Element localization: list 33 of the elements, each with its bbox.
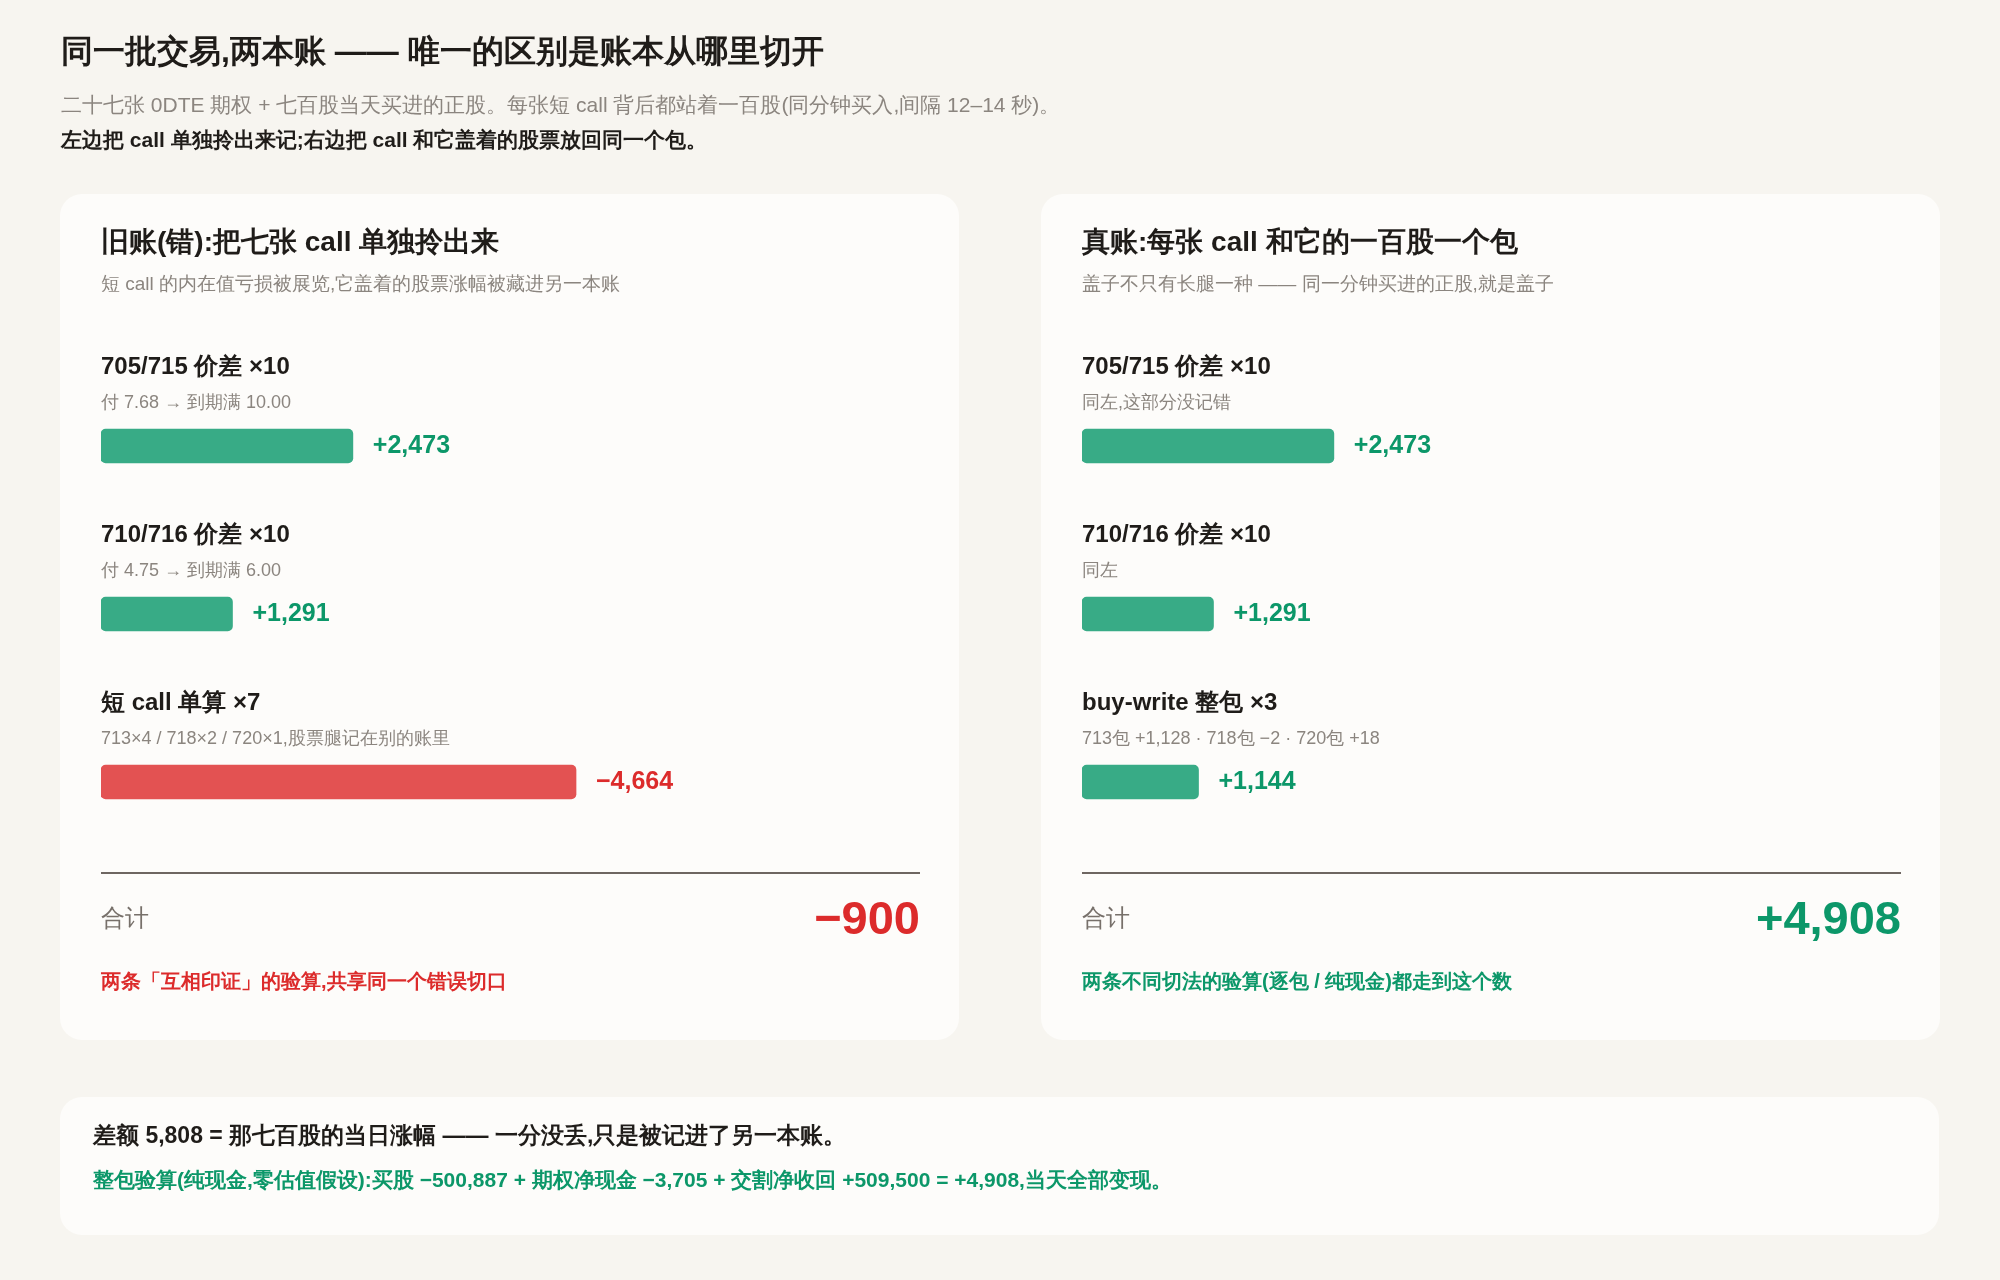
data-label: +1,144: [1218, 765, 1296, 794]
data-label: +1,291: [252, 597, 330, 626]
text: −900: [814, 890, 920, 946]
y-tick-label: 710/716 价差 ×10: [1082, 519, 1271, 547]
data-label: +2,473: [372, 429, 451, 458]
chart-title: 真账:每张 call 和它的一百股一个包: [1082, 225, 1518, 259]
annotation: 付 4.75 → 到期满 6.00: [100, 559, 282, 580]
y-tick-label: 705/715 价差 ×10: [1082, 351, 1271, 379]
y-tick-label: 710/716 价差 ×10: [101, 519, 290, 547]
y-tick-label: buy-write 整包 ×3: [1082, 687, 1278, 715]
text: 二十七张 0DTE 期权 + 七百股当天买进的正股。每张短 call 背后都站着一百股(同分钟买入,间隔 12–14 秒)。: [61, 93, 1061, 117]
text: 左边把 call 单独拎出来记;右边把 call 和它盖着的股票放回同一个包。: [61, 128, 708, 152]
annotation: 付 7.68 → 到期满 10.00: [100, 391, 292, 412]
annotation: 同左,这部分没记错: [1082, 391, 1232, 412]
text: 两条「互相印证」的验算,共享同一个错误切口: [101, 969, 507, 994]
text: 合计: [1082, 903, 1130, 933]
y-tick-label: 短 call 单算 ×7: [100, 687, 261, 715]
chart-title: 旧账(错):把七张 call 单独拎出来: [101, 225, 500, 259]
y-tick-label: 705/715 价差 ×10: [101, 351, 290, 379]
data-label: −4,664: [596, 765, 674, 794]
text: 两条不同切法的验算(逐包 / 纯现金)都走到这个数: [1082, 969, 1512, 994]
chart-subtitle: 盖子不只有长腿一种 —— 同一分钟买进的正股,就是盖子: [1082, 272, 1554, 296]
data-label: +2,473: [1353, 429, 1432, 458]
text: 整包验算(纯现金,零估值假设):买股 −500,887 + 期权净现金 −3,705 + 交割净收回 +509,500 = +4,908,当天全部变现。: [93, 1167, 1172, 1193]
data-label: +1,291: [1233, 597, 1311, 626]
text: 合计: [101, 903, 149, 933]
text: 同一批交易,两本账 —— 唯一的区别是账本从哪里切开: [61, 32, 824, 71]
annotation: 713包 +1,128 · 718包 −2 · 720包 +18: [1082, 727, 1380, 748]
text: +4,908: [1755, 890, 1901, 946]
text: 差额 5,808 = 那七百股的当日涨幅 —— 一分没丢,只是被记进了另一本账。: [93, 1121, 847, 1150]
annotation: 同左: [1082, 559, 1118, 580]
annotation: 713×4 / 718×2 / 720×1,股票腿记在别的账里: [101, 727, 450, 748]
chart-subtitle: 短 call 的内在值亏损被展览,它盖着的股票涨幅被藏进另一本账: [101, 272, 621, 296]
